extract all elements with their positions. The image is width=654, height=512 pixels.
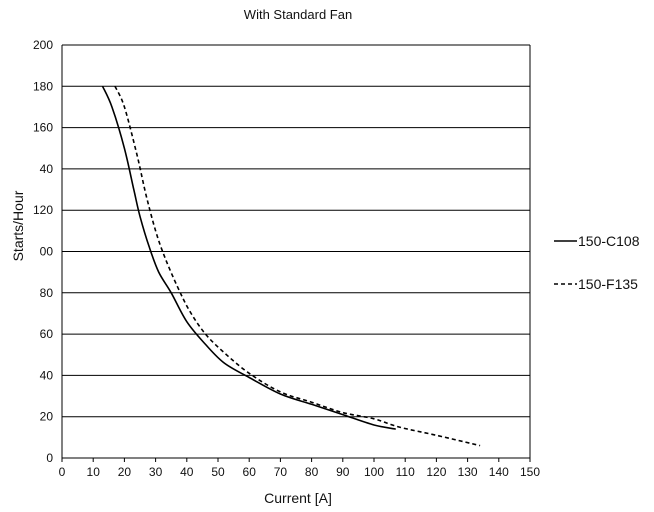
y-tick-label: 60 [40, 327, 54, 341]
x-tick-label: 50 [211, 465, 225, 479]
y-tick-label: 00 [40, 245, 54, 259]
grid [62, 44, 530, 459]
legend: 150-C108 150-F135 [554, 233, 640, 292]
x-tick-label: 80 [305, 465, 319, 479]
axes [61, 45, 531, 459]
chart-title: With Standard Fan [244, 7, 352, 22]
x-tick-label: 40 [180, 465, 194, 479]
y-tick-label: 0 [46, 451, 53, 465]
y-axis-title: Starts/Hour [10, 190, 26, 261]
x-tick-label: 150 [520, 465, 540, 479]
series-line-150-C108 [101, 85, 396, 430]
y-tick-label: 80 [40, 286, 54, 300]
x-tick-label: 60 [243, 465, 257, 479]
x-tick-label: 90 [336, 465, 350, 479]
x-tick-label: 70 [274, 465, 288, 479]
x-tick-label: 140 [489, 465, 509, 479]
legend-label-150-C108: 150-C108 [578, 233, 640, 249]
y-tick-label: 40 [40, 162, 54, 176]
x-tick-label: 110 [396, 465, 415, 479]
x-tick-label: 130 [458, 465, 478, 479]
x-tick-label: 120 [426, 465, 446, 479]
legend-label-150-F135: 150-F135 [578, 276, 638, 292]
x-axis-title: Current [A] [264, 490, 332, 506]
y-tick-label: 180 [33, 79, 53, 93]
x-ticks: 0 10 20 30 40 50 60 70 80 90 100 110 120 130 140 150 [59, 458, 540, 479]
y-tick-label: 40 [40, 368, 54, 382]
y-tick-label: 160 [33, 121, 53, 135]
y-tick-label: 120 [33, 203, 53, 217]
x-tick-label: 30 [149, 465, 163, 479]
series-line-150-F135 [114, 85, 481, 447]
y-tick-label: 20 [40, 410, 54, 424]
x-tick-label: 0 [59, 465, 66, 479]
series-group [101, 85, 481, 447]
x-tick-label: 10 [87, 465, 101, 479]
y-ticks: 0 20 40 60 80 00 120 40 160 180 200 [33, 38, 53, 465]
x-tick-label: 20 [118, 465, 132, 479]
y-tick-label: 200 [33, 38, 53, 52]
x-tick-label: 100 [364, 465, 384, 479]
